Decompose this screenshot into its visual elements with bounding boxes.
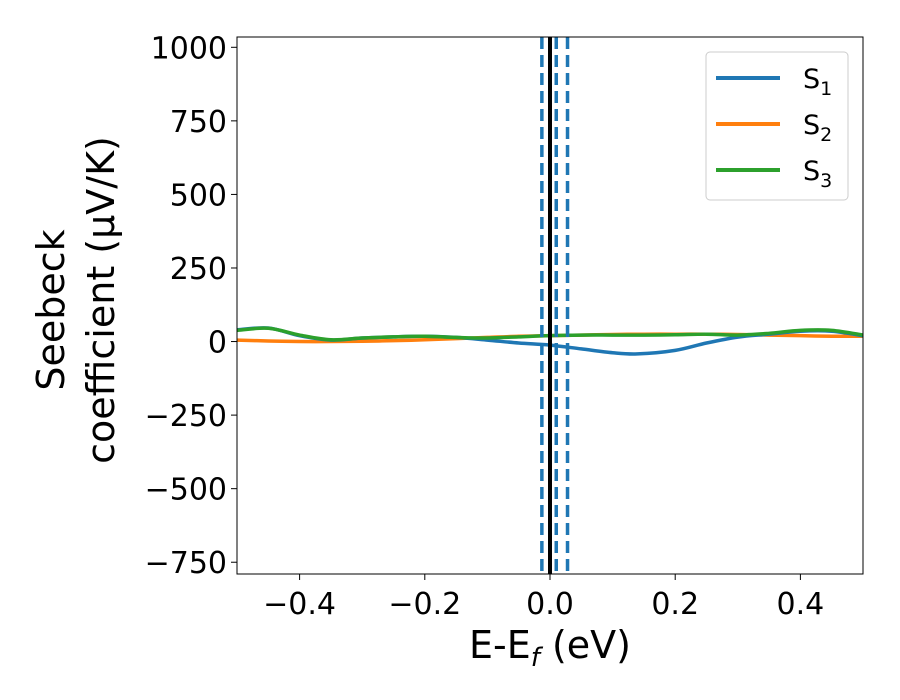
y-ticks: −750 −500 −250 0 250 500 750 1000 (145, 31, 237, 581)
legend-label-s1: S1 (803, 64, 832, 100)
x-tick-label: 0.0 (526, 587, 574, 622)
y-tick-label: 250 (170, 252, 227, 287)
x-tick-label: −0.4 (263, 587, 336, 622)
legend-label-s2: S2 (803, 110, 832, 146)
x-axis-title-main: E-E (469, 623, 531, 667)
x-axis-title: E-Ef (eV) (469, 623, 631, 673)
legend: S1 S2 S3 (705, 51, 849, 201)
x-tick-label: −0.2 (388, 587, 461, 622)
x-ticks: −0.4 −0.2 0.0 0.2 0.4 (263, 574, 824, 622)
y-tick-label: 0 (208, 326, 227, 361)
vline-layer (540, 37, 570, 574)
y-tick-label: −250 (145, 399, 227, 434)
y-axis-title-line2: coefficient (μV/K) (79, 136, 123, 464)
y-axis-title: Seebeck coefficient (μV/K) (29, 136, 123, 464)
legend-label-s3: S3 (803, 156, 832, 192)
y-axis-title-line1: Seebeck (29, 229, 73, 390)
x-axis-title-unit: (eV) (540, 623, 631, 667)
y-tick-label: 1000 (151, 31, 227, 66)
y-tick-label: −750 (145, 546, 227, 581)
y-tick-label: 750 (170, 105, 227, 140)
x-tick-label: 0.4 (777, 587, 825, 622)
x-tick-label: 0.2 (651, 587, 699, 622)
y-tick-label: 500 (170, 178, 227, 213)
y-tick-label: −500 (145, 473, 227, 508)
